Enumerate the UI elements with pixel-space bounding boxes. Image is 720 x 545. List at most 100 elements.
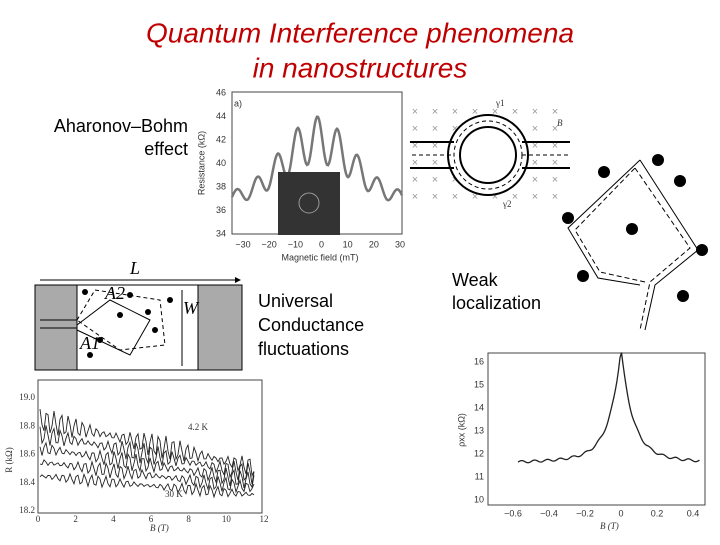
x-tick-label: 2 [73,514,78,524]
x-tick-label: 20 [369,239,379,249]
y-tick-label: 18.8 [19,420,35,430]
x-tick-label: 8 [186,514,191,524]
ab-inset [278,172,340,235]
ab-curve [230,115,404,202]
field-cross: × [532,157,538,169]
field-cross: × [552,191,558,203]
ring-label: B [557,118,563,128]
x-tick-label: 0 [319,239,324,249]
wl-curve [517,352,700,464]
device-label: L [129,258,140,278]
field-cross: × [412,123,418,135]
wl-axes [487,352,706,506]
x-tick-label: 12 [260,514,269,524]
y-label: R (kΩ) [4,447,14,472]
x-tick-label: −0.6 [504,508,522,518]
x-tick-label: 0.2 [651,508,664,518]
y-tick-label: 11 [475,471,484,481]
ucf-curve [39,459,255,494]
ring-label: γ1 [495,98,504,108]
field-cross: × [532,106,538,118]
label: Weak [452,270,499,290]
y-tick-label: 38 [216,181,226,191]
ring-label: γ2 [502,199,511,209]
field-cross: × [472,106,478,118]
field-cross: × [432,140,438,152]
ucf-curve [39,409,255,478]
x-tick-label: −20 [262,239,277,249]
y-tick-label: 18.6 [19,449,35,459]
field-cross: × [512,191,518,203]
panel-label: a) [234,98,242,108]
field-cross: × [432,191,438,203]
field-cross: × [472,191,478,203]
field-cross: × [432,157,438,169]
y-tick-label: 13 [474,425,484,435]
x-tick-label: 4 [111,514,116,524]
y-tick-label: 14 [474,402,484,412]
x-tick-label: −30 [235,239,250,249]
field-cross: × [432,174,438,186]
y-tick-label: 36 [216,205,226,215]
field-cross: × [432,123,438,135]
ucf-curves [39,409,255,499]
y-tick-label: 46 [216,87,226,97]
x-tick-label: −0.4 [540,508,558,518]
field-cross: × [532,191,538,203]
field-cross: × [412,174,418,186]
field-cross: × [552,157,558,169]
field-cross: × [412,140,418,152]
y-tick-label: 18.2 [19,505,35,515]
x-tick-label: −10 [288,239,303,249]
title-line: Quantum Interference phenomena [146,17,574,48]
device-label: A1 [79,333,100,353]
x-tick-label: 10 [343,239,353,249]
x-tick-label: 10 [222,514,232,524]
annotation: 4.2 K [188,422,209,432]
y-label: Resistance (kΩ) [196,131,206,195]
field-cross: × [452,106,458,118]
x-tick-label: 0 [618,508,623,518]
x-tick-label: −0.2 [576,508,594,518]
label: localization [452,293,541,313]
label: Aharonov–Bohm [54,116,188,136]
field-cross: × [512,106,518,118]
ucf-curve [39,472,255,499]
device-label: W [183,298,200,318]
y-label: ρxx (kΩ) [456,413,466,447]
wl-diagram [562,154,708,331]
label: effect [144,139,188,159]
field-cross: × [412,157,418,169]
field-cross: × [452,123,458,135]
annotation: 30 K [165,489,183,499]
field-cross: × [552,106,558,118]
y-tick-label: 34 [216,228,226,238]
y-tick-label: 44 [216,111,226,121]
field-cross: × [552,140,558,152]
y-tick-label: 40 [216,158,226,168]
field-cross: × [492,106,498,118]
y-tick-label: 16 [474,356,484,366]
y-tick-label: 42 [216,134,226,144]
field-cross: × [412,191,418,203]
ab-inset-ring [298,192,320,214]
x-label: Magnetic field (mT) [281,252,358,262]
field-cross: × [452,174,458,186]
y-tick-label: 18.4 [19,477,35,487]
label: fluctuations [258,339,349,359]
ucf-curve [39,425,255,485]
field-cross: × [492,191,498,203]
field-cross: × [412,106,418,118]
y-tick-label: 19.0 [19,392,35,402]
ring-figure: ××××××××××××××××××××××××××××××××××××××××… [410,106,570,203]
field-cross: × [552,123,558,135]
x-tick-label: 0.4 [687,508,700,518]
ucf-curve [39,441,255,489]
field-cross: × [532,174,538,186]
ucf-axes [37,379,263,514]
device-figure [34,277,243,371]
field-cross: × [532,140,538,152]
title-line: in nanostructures [253,52,468,83]
x-label: B (T) [600,521,619,531]
